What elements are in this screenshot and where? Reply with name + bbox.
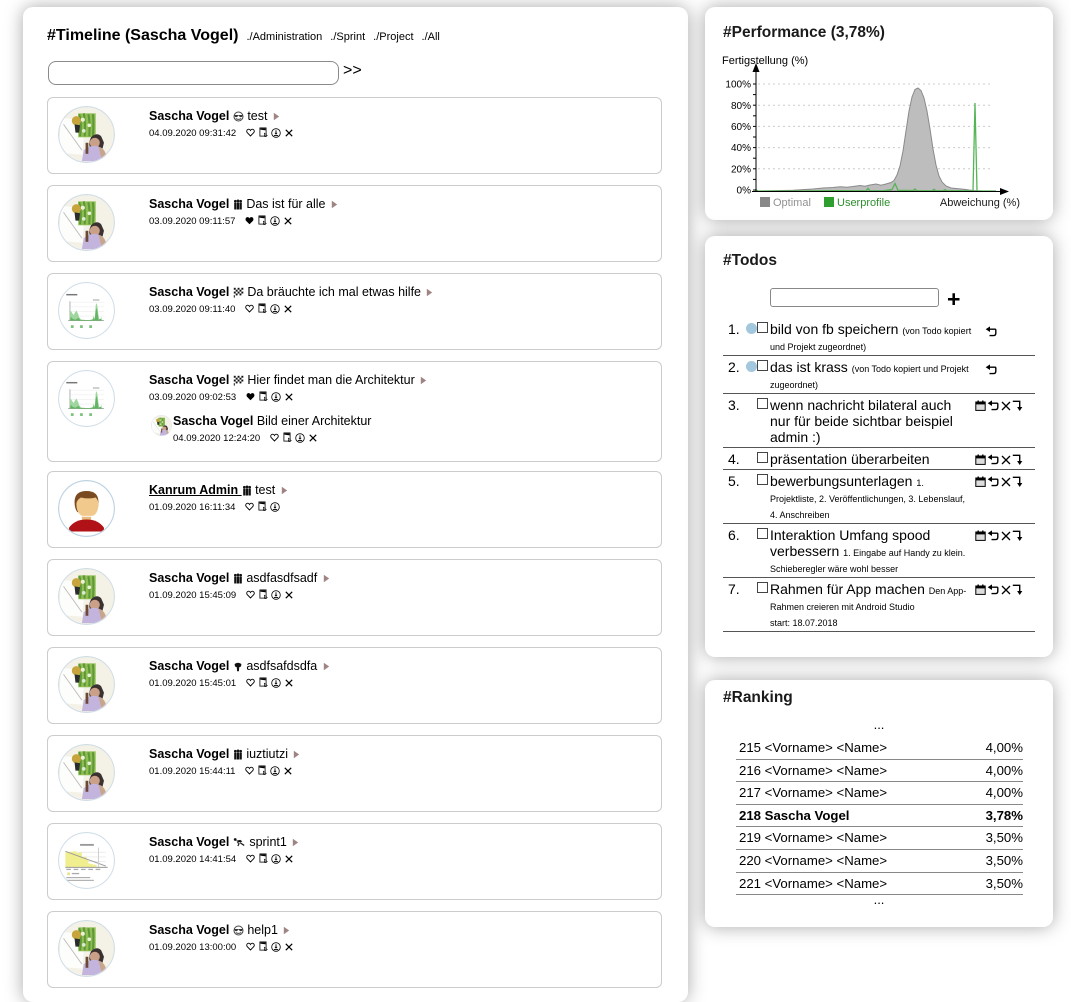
svg-text:Optimal: Optimal — [773, 197, 811, 209]
svg-text:20%: 20% — [731, 164, 751, 175]
svg-text:40%: 40% — [731, 143, 751, 154]
svg-text:100%: 100% — [725, 80, 751, 91]
svg-text:Userprofile: Userprofile — [837, 197, 890, 209]
svg-text:0%: 0% — [737, 186, 752, 197]
svg-text:Abweichung (%): Abweichung (%) — [940, 197, 1020, 209]
svg-text:60%: 60% — [731, 122, 751, 133]
svg-text:Fertigstellung (%): Fertigstellung (%) — [722, 55, 808, 67]
svg-text:80%: 80% — [731, 101, 751, 112]
